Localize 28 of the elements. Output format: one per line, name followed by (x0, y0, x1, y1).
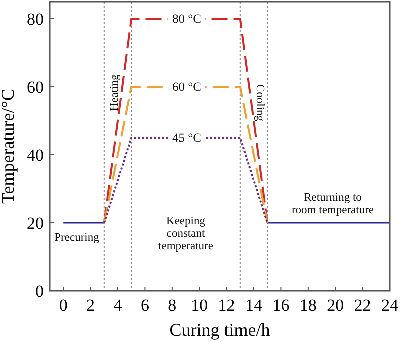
annotation: Cooling (254, 84, 266, 122)
x-tick-label: 0 (59, 296, 68, 315)
y-tick-label: 20 (27, 214, 44, 233)
y-tick-label: 0 (36, 282, 44, 301)
y-axis-title: Temperature/°C (0, 89, 18, 204)
x-tick-label: 20 (327, 296, 344, 315)
x-tick-label: 6 (140, 296, 150, 315)
annotation: 60 °C (172, 80, 202, 94)
y-tick-label: 80 (27, 10, 44, 29)
x-tick-label: 4 (114, 296, 123, 315)
x-tick-label: 14 (246, 296, 263, 315)
annotation: Heating (109, 74, 121, 112)
x-tick-label: 2 (86, 296, 96, 315)
x-axis-title: Curing time/h (170, 320, 270, 340)
annotation: 80 °C (172, 12, 202, 26)
x-tick-label: 8 (168, 296, 177, 315)
x-tick-label: 24 (382, 296, 399, 315)
x-tick-label: 16 (272, 296, 290, 315)
annotation: 45 °C (172, 131, 202, 145)
y-tick-label: 40 (27, 146, 44, 165)
annotation: Returning to room temperature (292, 192, 374, 216)
x-tick-label: 22 (354, 296, 372, 315)
x-tick-label: 10 (191, 296, 208, 315)
y-tick-label: 60 (27, 78, 44, 97)
x-tick-label: 18 (300, 296, 317, 315)
annotation: Keeping constant temperature (158, 216, 214, 252)
x-tick-label: 12 (218, 296, 236, 315)
annotation: Precuring (54, 232, 100, 244)
